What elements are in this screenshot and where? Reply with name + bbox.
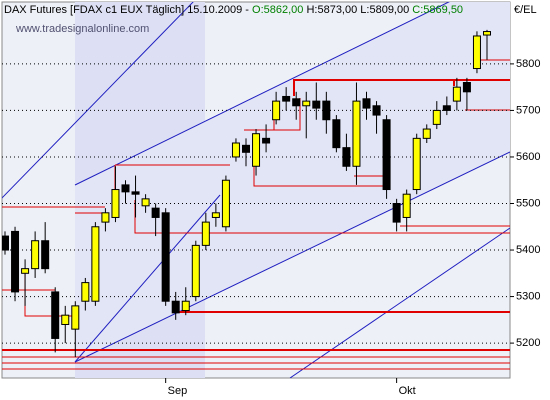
grid: 5200 5300 5400 5500 5600 5700 5800 bbox=[2, 58, 540, 349]
candle-body bbox=[462, 82, 471, 93]
level-line bbox=[134, 200, 510, 234]
candle-body bbox=[61, 314, 70, 325]
level-line bbox=[244, 98, 301, 131]
candle-body bbox=[332, 119, 341, 149]
trend-line bbox=[2, 2, 194, 199]
channel-lower bbox=[74, 151, 510, 363]
y-tick-label: 5200 bbox=[516, 337, 540, 349]
candle-body bbox=[392, 202, 401, 223]
candle-body bbox=[342, 147, 351, 167]
candle-body bbox=[171, 300, 180, 314]
candle-body bbox=[231, 142, 240, 158]
candle-body bbox=[352, 100, 361, 167]
candle-body bbox=[131, 191, 140, 195]
y-tick-label: 5800 bbox=[516, 58, 540, 70]
candle-body bbox=[211, 212, 220, 218]
title-part: L:5809,00 bbox=[357, 4, 409, 16]
title-part: H:5873,00 bbox=[303, 4, 357, 16]
y-tick-label: 5500 bbox=[516, 197, 540, 209]
y-tick-label: 5600 bbox=[516, 151, 540, 163]
x-tick-label: Sep bbox=[168, 385, 188, 397]
candle-body bbox=[51, 291, 60, 339]
candle-body bbox=[252, 133, 261, 167]
candle-body bbox=[2, 235, 9, 251]
y-tick-label: 5700 bbox=[516, 104, 540, 116]
candle-body bbox=[181, 300, 190, 312]
candle-body bbox=[221, 179, 230, 228]
candle-body bbox=[111, 189, 120, 218]
candle-body bbox=[412, 137, 421, 191]
candle-body bbox=[121, 184, 130, 193]
candle-body bbox=[362, 98, 371, 109]
title-part: O:5862,00 bbox=[252, 4, 303, 16]
candle-body bbox=[101, 212, 110, 223]
candle-body bbox=[151, 207, 160, 218]
candle-body bbox=[282, 95, 291, 102]
title-part: DAX Futures [FDAX c1 EUX Täglich] 15.10.… bbox=[4, 4, 252, 16]
candle-body bbox=[31, 240, 40, 270]
candle-body bbox=[81, 282, 90, 302]
candle-body bbox=[312, 100, 321, 109]
candle-body bbox=[21, 268, 30, 274]
candle-body bbox=[483, 31, 491, 36]
chart-title: DAX Futures [FDAX c1 EUX Täglich] 15.10.… bbox=[4, 4, 463, 16]
candle-body bbox=[292, 98, 301, 107]
candle-body bbox=[382, 119, 391, 191]
candle-body bbox=[452, 86, 461, 102]
candle-body bbox=[71, 305, 80, 330]
x-tick-label: Okt bbox=[399, 385, 416, 397]
candles bbox=[2, 29, 491, 358]
channel-upper bbox=[74, 2, 450, 186]
candle-body bbox=[161, 212, 170, 302]
candle-body bbox=[402, 193, 411, 218]
overlays bbox=[2, 2, 510, 378]
y-tick-label: 5400 bbox=[516, 244, 540, 256]
candle-body bbox=[11, 230, 20, 293]
y-axis-label: €/EL bbox=[514, 4, 537, 16]
channel-fill bbox=[75, 2, 510, 362]
candle-body bbox=[272, 100, 281, 121]
candle-body bbox=[262, 137, 271, 144]
candle-body bbox=[422, 128, 431, 139]
level-line bbox=[293, 79, 454, 96]
candle-body bbox=[41, 240, 50, 270]
trend-line bbox=[289, 227, 510, 378]
candle-body bbox=[191, 244, 200, 298]
candle-body bbox=[322, 100, 331, 121]
candle-body bbox=[472, 35, 481, 70]
candle-body bbox=[91, 226, 100, 302]
candle-body bbox=[372, 105, 381, 116]
candle-body bbox=[201, 221, 210, 246]
y-tick-label: 5300 bbox=[516, 290, 540, 302]
candle-body bbox=[242, 144, 250, 153]
trend-line bbox=[74, 194, 221, 363]
watermark: www.tradesignalonline.com bbox=[15, 23, 149, 35]
candle-body bbox=[442, 105, 451, 111]
title-part: C:5869,50 bbox=[409, 4, 463, 16]
candle-body bbox=[141, 198, 150, 207]
candle-body bbox=[302, 100, 311, 107]
candle-body bbox=[432, 109, 441, 125]
